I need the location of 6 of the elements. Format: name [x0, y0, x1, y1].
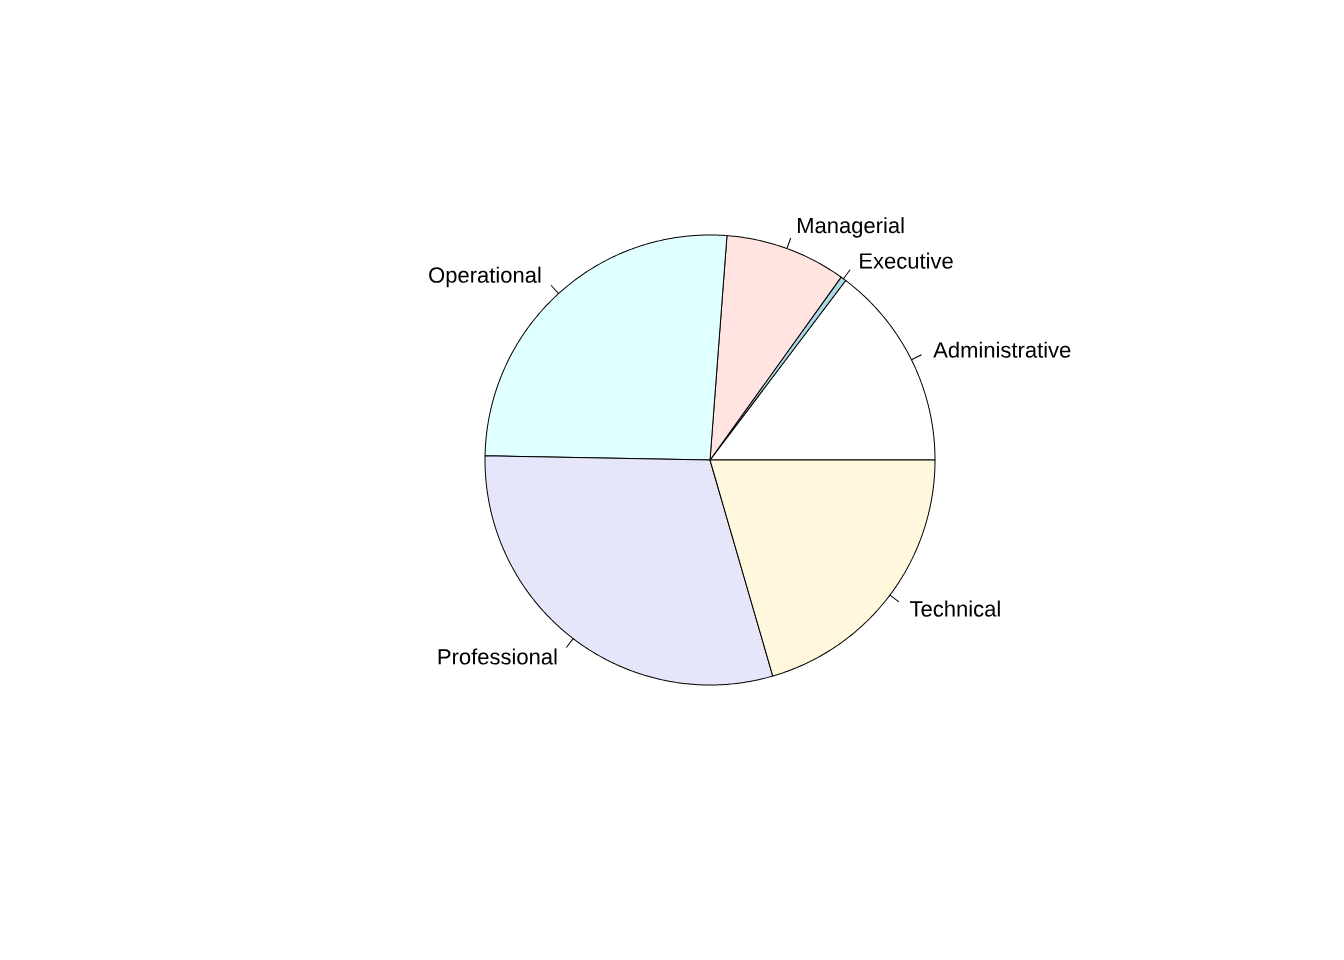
slice-label: Administrative — [933, 341, 1071, 358]
slice-label: Professional — [438, 648, 557, 665]
slice-label: Technical — [910, 600, 1000, 617]
slice-label: Operational — [429, 266, 541, 288]
slice-label: Managerial — [797, 217, 904, 238]
slice-label: Executive — [860, 252, 953, 269]
